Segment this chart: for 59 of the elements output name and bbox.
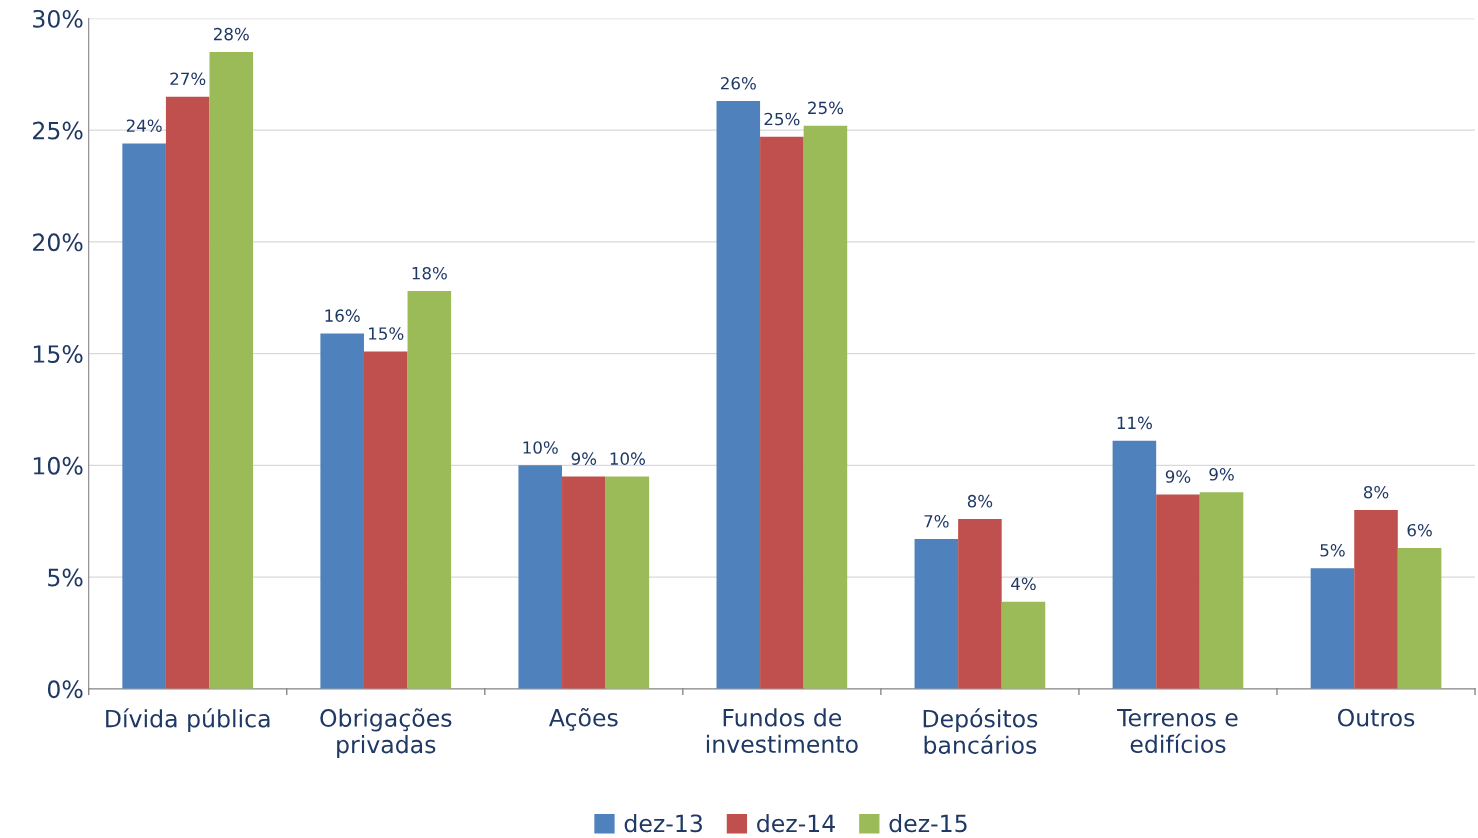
legend-label: dez-15: [889, 814, 967, 833]
x-tick-label: Depósitos bancários: [923, 708, 1038, 754]
bar: [1001, 601, 1046, 689]
legend-label: dez-14: [757, 814, 835, 833]
bar: [562, 476, 606, 689]
y-tick-label: 5%: [48, 568, 83, 587]
bar: [1156, 494, 1200, 689]
y-tick-label: 20%: [33, 233, 83, 252]
bar: [209, 51, 254, 689]
bar: [1310, 568, 1355, 689]
y-tick-label: 25%: [33, 121, 83, 140]
data-label: 7%: [924, 514, 949, 528]
bar: [803, 125, 848, 689]
data-label: 18%: [412, 266, 447, 280]
data-label: 26%: [720, 76, 756, 90]
y-tick-label: 0%: [47, 680, 83, 699]
data-label: 28%: [213, 27, 249, 41]
data-label: 24%: [126, 119, 162, 133]
y-tick-label: 15%: [33, 345, 83, 363]
bar: [716, 101, 761, 689]
bar: [605, 476, 650, 689]
data-label: 9%: [571, 452, 597, 465]
data-label: 25%: [808, 101, 844, 115]
y-tick-label: 10%: [33, 456, 83, 475]
data-label: 9%: [1209, 468, 1234, 481]
data-label: 25%: [764, 112, 800, 126]
data-label: 8%: [1363, 485, 1389, 499]
bar: [1199, 492, 1244, 689]
data-label: 8%: [967, 494, 993, 508]
x-tick-label: Terrenos e edifícios: [1117, 709, 1238, 753]
x-tick-label: Outros: [1337, 708, 1415, 727]
x-tick-label: Ações: [549, 707, 618, 731]
bar: [518, 465, 563, 689]
legend-label: dez-13: [624, 814, 702, 833]
data-label: 11%: [1117, 416, 1152, 430]
bar: [1397, 548, 1442, 689]
data-label: 5%: [1320, 543, 1345, 557]
y-tick-label: 30%: [33, 9, 83, 28]
bar: [320, 333, 364, 689]
bar: [165, 96, 210, 689]
bar: [407, 291, 452, 689]
bar: [1354, 510, 1398, 689]
x-tick-label: Obrigações privadas: [320, 708, 452, 758]
data-label: 10%: [610, 452, 645, 465]
data-label: 27%: [170, 72, 206, 86]
bar: [958, 519, 1002, 689]
bar: [760, 136, 804, 689]
x-tick-label: Dívida pública: [106, 708, 270, 733]
x-tick-label: Fundos de investimento: [706, 708, 858, 753]
bar: [363, 351, 408, 689]
data-label: 15%: [369, 327, 404, 340]
data-label: 16%: [325, 309, 360, 322]
bar: [914, 539, 959, 689]
data-label: 6%: [1407, 523, 1432, 537]
bar: [1112, 440, 1157, 689]
bar: [122, 143, 166, 689]
data-label: 10%: [523, 441, 558, 454]
data-label: 4%: [1011, 577, 1036, 591]
data-label: 9%: [1165, 470, 1191, 483]
